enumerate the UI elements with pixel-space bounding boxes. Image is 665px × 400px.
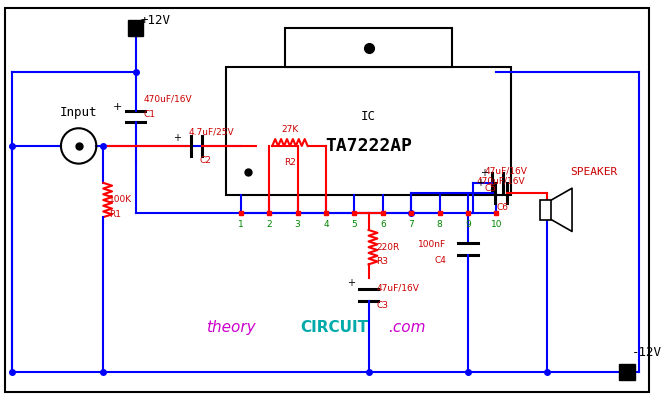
Text: +: + (173, 133, 181, 143)
Text: 100nF: 100nF (418, 240, 446, 249)
Text: R3: R3 (376, 258, 388, 266)
Text: 470uF/16V: 470uF/16V (477, 177, 525, 186)
Bar (539, 200, 551, 220)
Text: CIRCUIT: CIRCUIT (300, 320, 368, 335)
Text: R1: R1 (109, 210, 121, 219)
Text: 47uF/16V: 47uF/16V (376, 284, 420, 293)
Bar (285, 28, 452, 67)
Text: C5: C5 (485, 184, 497, 193)
Text: +: + (113, 102, 122, 112)
Text: -12V: -12V (632, 346, 662, 359)
Text: TA7222AP: TA7222AP (325, 137, 412, 155)
Bar (128, 20, 144, 36)
Text: +: + (347, 278, 355, 288)
Text: 5: 5 (352, 220, 357, 229)
Bar (619, 364, 635, 380)
Text: C3: C3 (376, 301, 388, 310)
Text: C6: C6 (496, 203, 508, 212)
Text: 7: 7 (408, 220, 414, 229)
Text: 220R: 220R (376, 243, 400, 252)
Text: .com: .com (388, 320, 426, 335)
Text: 27K: 27K (281, 125, 299, 134)
Text: IC: IC (361, 110, 376, 123)
Text: 4.7uF/25V: 4.7uF/25V (189, 128, 234, 137)
Bar (226, 67, 511, 195)
Text: 3: 3 (295, 220, 301, 229)
Text: 6: 6 (380, 220, 386, 229)
Text: 47uF/16V: 47uF/16V (485, 167, 527, 176)
Text: 2: 2 (267, 220, 272, 229)
Text: C4: C4 (434, 256, 446, 266)
Text: 1: 1 (238, 220, 243, 229)
Text: Input: Input (60, 106, 97, 120)
Text: 10: 10 (491, 220, 502, 229)
Text: C2: C2 (200, 156, 211, 165)
Text: theory: theory (206, 320, 256, 335)
Text: 100K: 100K (109, 196, 132, 204)
Text: 4: 4 (323, 220, 329, 229)
Text: 470uF/16V: 470uF/16V (144, 94, 192, 103)
Text: SPEAKER: SPEAKER (570, 168, 617, 178)
Text: 9: 9 (465, 220, 471, 229)
Text: +: + (475, 178, 483, 188)
Text: C1: C1 (144, 110, 156, 119)
Text: +12V: +12V (140, 14, 170, 27)
Text: 8: 8 (437, 220, 442, 229)
Text: R2: R2 (284, 158, 296, 167)
Text: +: + (479, 168, 487, 178)
